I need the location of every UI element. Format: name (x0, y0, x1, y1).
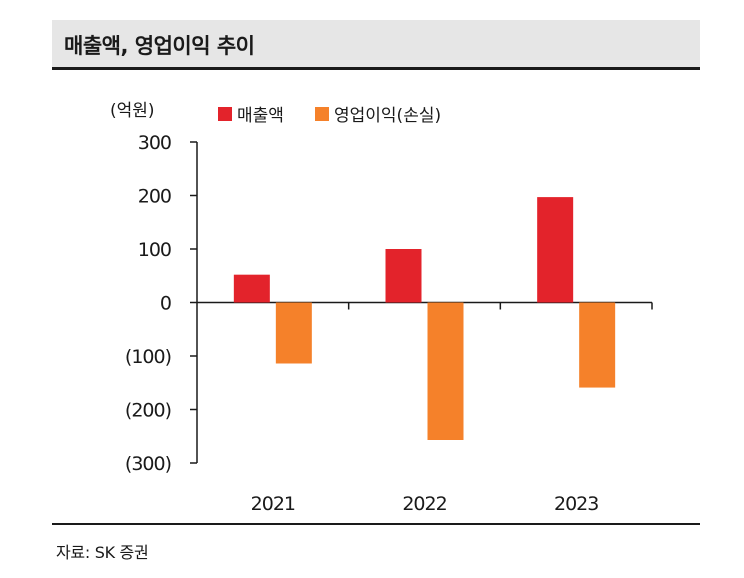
y-tick-label: (100) (125, 346, 171, 368)
unit-label: (억원) (110, 101, 155, 121)
y-tick-label: (300) (125, 453, 171, 475)
bars (233, 197, 616, 440)
revenue-bar-2023 (537, 197, 574, 303)
legend: 매출액 영업이익(손실) (218, 106, 441, 126)
legend-swatch-revenue (218, 107, 232, 121)
source-note: 자료: SK 증권 (56, 543, 149, 562)
revenue-bar-2021 (233, 274, 270, 303)
x-tick-label: 2023 (554, 493, 598, 515)
legend-swatch-operating-income (315, 107, 329, 121)
y-tick-label: 0 (160, 293, 171, 315)
revenue-bar-2022 (385, 249, 422, 303)
y-tick-label: 200 (138, 186, 171, 208)
operating-income-bar-2023 (579, 302, 616, 388)
x-tick-label: 2022 (402, 493, 446, 515)
y-tick-label: (200) (125, 400, 171, 422)
legend-label: 매출액 (237, 106, 284, 126)
y-tick-label: 100 (138, 239, 171, 261)
bottom-divider (52, 523, 700, 525)
legend-label: 영업이익(손실) (334, 106, 441, 126)
y-tick-label: 300 (138, 132, 171, 154)
x-tick-label: 2021 (251, 493, 295, 515)
title-band: 매출액, 영업이익 추이 (52, 20, 700, 70)
axis-labels: 300 200 100 0 (100) (200) (300) (억원) 2021 2022 202… (110, 101, 599, 515)
axes (190, 141, 653, 464)
chart-title: 매출액, 영업이익 추이 (64, 34, 255, 58)
operating-income-bar-2021 (275, 302, 312, 364)
operating-income-bar-2022 (427, 302, 464, 440)
